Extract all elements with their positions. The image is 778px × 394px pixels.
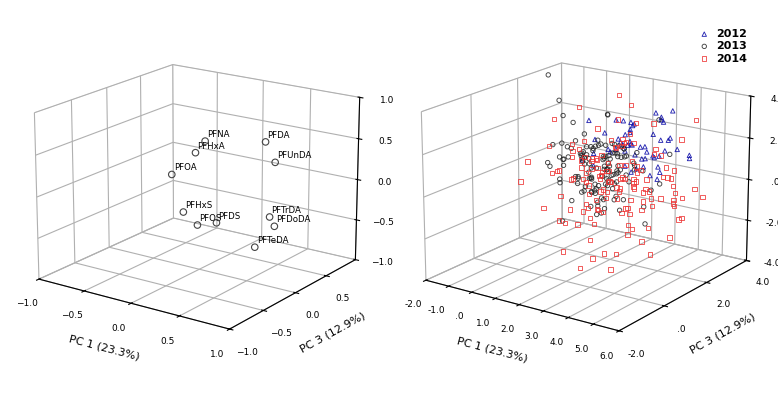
X-axis label: PC 1 (23.3%): PC 1 (23.3%) [68,334,141,362]
X-axis label: PC 1 (23.3%): PC 1 (23.3%) [456,335,529,364]
Y-axis label: PC 3 (12.9%): PC 3 (12.9%) [298,311,366,355]
Y-axis label: PC 3 (12.9%): PC 3 (12.9%) [689,312,757,356]
Legend: 2012, 2013, 2014: 2012, 2013, 2014 [693,25,752,68]
